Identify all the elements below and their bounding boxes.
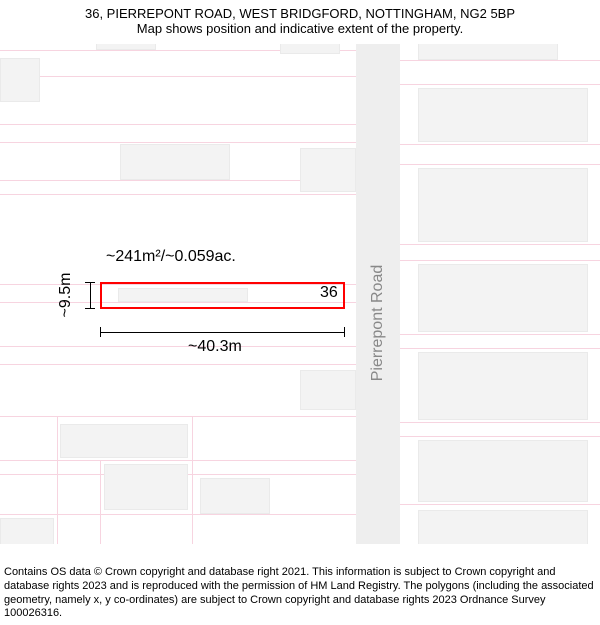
house-number-label: 36 [320,284,338,302]
building-left-2 [0,58,40,102]
building-left-7 [60,424,188,458]
dim-height-tick-bot [85,308,95,309]
parcel-line-left-9 [0,364,356,365]
parcel-line-vert-1 [100,460,101,544]
building-left-4 [300,148,356,192]
parcel-line-right-6 [400,334,600,335]
parcel-line-left-2 [0,124,356,125]
dim-width-label: ~40.3m [188,338,242,356]
parcel-line-right-5 [400,260,600,261]
parcel-line-right-3 [400,164,600,165]
parcel-line-left-1 [0,76,356,77]
parcel-line-right-9 [400,436,600,437]
parcel-line-left-11 [0,460,356,461]
building-left-1 [280,44,340,54]
page-root: 36, PIERREPONT ROAD, WEST BRIDGFORD, NOT… [0,0,600,625]
parcel-line-right-1 [400,84,600,85]
building-left-8 [200,478,270,514]
dim-width-tick-right [344,327,345,337]
building-right-3 [418,264,588,332]
parcel-line-left-10 [0,416,356,417]
building-left-0 [96,44,156,50]
parcel-line-vert-2 [192,416,193,544]
building-left-6 [300,370,356,410]
parcel-line-right-2 [400,144,600,145]
map-canvas: Pierrepont Road 36 ~241m²/~0.059ac. ~40.3m ~… [0,44,600,544]
building-right-0 [418,44,558,60]
parcel-line-right-7 [400,348,600,349]
highlighted-plot [100,282,345,309]
dim-width-tick-left [100,327,101,337]
header: 36, PIERREPONT ROAD, WEST BRIDGFORD, NOT… [0,0,600,38]
building-left-9 [0,518,54,544]
dim-height-tick-top [85,282,95,283]
dim-height-label: ~9.5m [57,265,75,325]
area-label: ~241m²/~0.059ac. [106,248,236,266]
parcel-line-left-13 [0,514,356,515]
parcel-line-right-4 [400,244,600,245]
copyright-notice: Contains OS data © Crown copyright and d… [4,566,596,621]
parcel-line-left-5 [0,194,356,195]
building-right-1 [418,88,588,142]
building-left-10 [104,464,188,510]
building-right-4 [418,352,588,420]
parcel-line-right-8 [400,422,600,423]
parcel-line-right-0 [400,60,600,61]
building-right-2 [418,168,588,242]
dim-width-line [100,332,345,333]
building-right-6 [418,510,588,544]
parcel-line-left-8 [0,346,356,347]
parcel-line-right-10 [400,504,600,505]
road-label-0: Pierrepont Road [369,263,387,383]
parcel-line-vert-0 [57,416,58,544]
building-right-5 [418,440,588,502]
building-left-3 [120,144,230,180]
page-title: 36, PIERREPONT ROAD, WEST BRIDGFORD, NOT… [10,6,590,21]
page-subtitle: Map shows position and indicative extent… [10,21,590,36]
parcel-line-left-3 [0,142,356,143]
dim-height-line [90,282,91,309]
